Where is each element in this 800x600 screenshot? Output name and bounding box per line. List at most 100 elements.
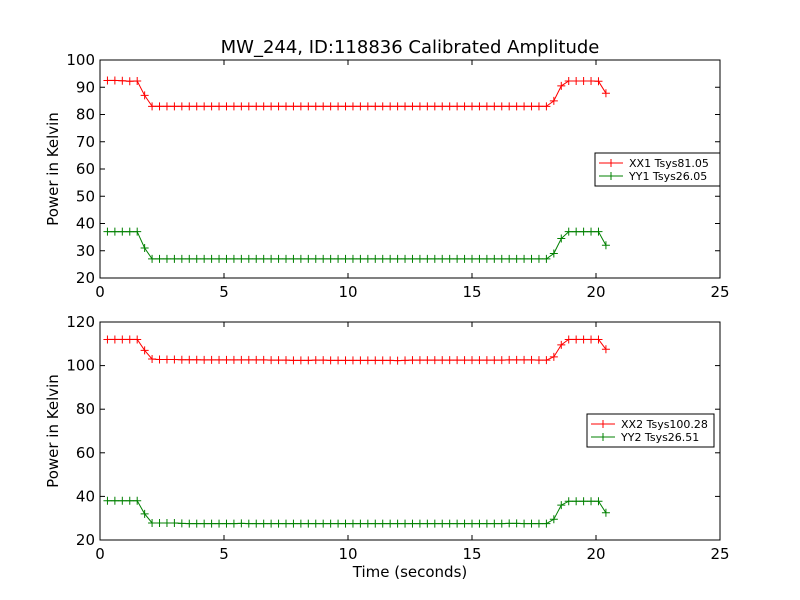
data-point (572, 497, 581, 506)
data-point (549, 96, 558, 105)
data-point (527, 355, 536, 364)
data-point (348, 102, 357, 111)
data-point (601, 508, 610, 517)
data-point (207, 254, 216, 263)
data-point (445, 254, 454, 263)
data-point (252, 254, 261, 263)
y-tick-label: 40 (76, 487, 95, 505)
data-point (386, 519, 395, 528)
data-point (505, 519, 514, 528)
y-axis-label: Power in Kelvin (44, 374, 62, 488)
data-point (430, 254, 439, 263)
y-tick-label: 50 (76, 187, 95, 205)
data-point (110, 335, 119, 344)
data-point (289, 102, 298, 111)
x-tick-label: 5 (219, 283, 229, 301)
data-point (334, 356, 343, 365)
data-point (557, 340, 566, 349)
data-point (259, 355, 268, 364)
y-tick-label: 100 (66, 357, 95, 375)
data-point (192, 519, 201, 528)
data-point (192, 355, 201, 364)
data-point (155, 254, 164, 263)
data-point (326, 102, 335, 111)
data-point (371, 254, 380, 263)
data-point (386, 356, 395, 365)
data-point (557, 501, 566, 510)
data-point (475, 519, 484, 528)
data-point (371, 356, 380, 365)
data-point (237, 519, 246, 528)
data-point (393, 519, 402, 528)
legend-label: YY1 Tsys26.05 (628, 170, 707, 183)
data-point (386, 102, 395, 111)
data-point (215, 355, 224, 364)
data-point (453, 519, 462, 528)
data-point (148, 355, 157, 364)
data-point (140, 509, 149, 518)
data-point (274, 519, 283, 528)
data-point (170, 102, 179, 111)
data-point (222, 254, 231, 263)
data-point (259, 102, 268, 111)
data-point (252, 519, 261, 528)
data-point (207, 355, 216, 364)
data-point (564, 335, 573, 344)
data-point (430, 356, 439, 365)
data-point (505, 102, 514, 111)
data-point (162, 102, 171, 111)
data-point (527, 519, 536, 528)
data-point (601, 345, 610, 354)
data-point (356, 254, 365, 263)
data-point (408, 254, 417, 263)
subplot-1: 0 5 10 15 20 25 20 30 40 50 60 70 80 90 100 Power in Ke… (44, 51, 730, 301)
data-point (103, 76, 112, 85)
data-point (244, 102, 253, 111)
data-point (475, 356, 484, 365)
chart-title: MW_244, ID:118836 Calibrated Amplitude (221, 37, 600, 58)
data-point (460, 102, 469, 111)
data-point (453, 102, 462, 111)
data-point (133, 227, 142, 236)
data-point (415, 254, 424, 263)
data-point (378, 102, 387, 111)
data-point (125, 227, 134, 236)
y-tick-label: 20 (76, 531, 95, 549)
data-point (244, 519, 253, 528)
data-point (289, 356, 298, 365)
data-point (296, 254, 305, 263)
data-point (460, 519, 469, 528)
data-point (125, 335, 134, 344)
y-tick-label: 120 (66, 313, 95, 331)
data-point (401, 254, 410, 263)
data-point (200, 254, 209, 263)
data-point (319, 519, 328, 528)
x-tick-label: 10 (338, 545, 357, 563)
data-point (453, 254, 462, 263)
legend-marker (599, 420, 607, 428)
data-point (468, 102, 476, 111)
data-point (497, 519, 506, 528)
data-point (326, 519, 335, 528)
legend-label: YY2 Tsys26.51 (620, 431, 699, 444)
data-point (222, 102, 231, 111)
data-point (348, 519, 357, 528)
data-point (460, 356, 469, 365)
data-point (215, 254, 224, 263)
data-point (148, 254, 157, 263)
data-point (378, 356, 387, 365)
data-point (304, 356, 313, 365)
data-point (319, 254, 328, 263)
data-point (296, 102, 305, 111)
data-point (430, 102, 439, 111)
data-point (274, 102, 283, 111)
data-point (155, 102, 164, 111)
data-point (497, 102, 506, 111)
data-point (512, 102, 521, 111)
data-point (110, 496, 119, 505)
data-point (326, 254, 335, 263)
data-point (311, 356, 320, 365)
data-point (438, 102, 447, 111)
data-point (356, 356, 365, 365)
